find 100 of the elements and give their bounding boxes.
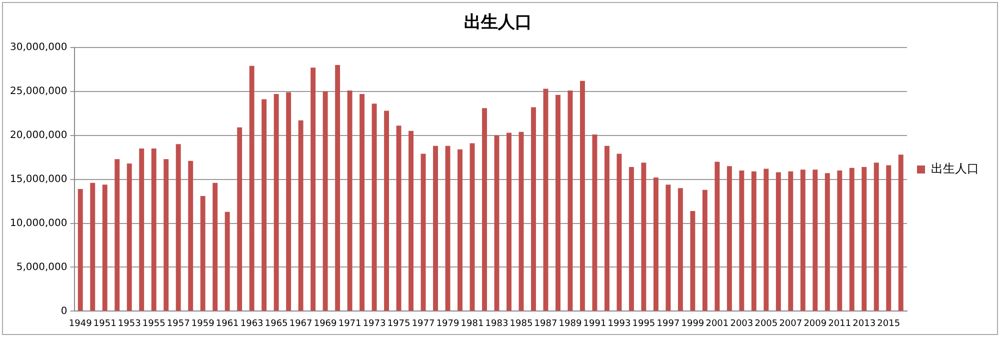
- x-tick-label: 1991: [583, 318, 606, 329]
- bar: [335, 64, 340, 311]
- bar: [568, 90, 573, 311]
- bar: [458, 149, 462, 311]
- x-tick-label: 1965: [264, 318, 288, 329]
- x-tick-label: 1989: [558, 318, 582, 329]
- x-tick-label: 1973: [362, 318, 386, 329]
- bar: [90, 182, 96, 311]
- y-tick-label: 5,000,000: [16, 262, 68, 273]
- bar: [506, 132, 512, 311]
- x-tick-label: 1949: [68, 318, 92, 329]
- x-tick-label: 1953: [118, 318, 141, 329]
- bar: [800, 170, 806, 311]
- bar: [322, 91, 328, 311]
- x-tick-label: 2015: [877, 318, 900, 329]
- bar: [78, 188, 83, 311]
- x-tick-label: 1957: [166, 318, 190, 329]
- x-tick-label: 1979: [436, 318, 460, 329]
- bar: [714, 162, 720, 311]
- bar: [408, 130, 414, 311]
- bar: [898, 154, 904, 311]
- bar: [812, 170, 818, 311]
- bar: [176, 144, 181, 311]
- y-tick-label: 10,000,000: [10, 218, 68, 229]
- bar: [139, 148, 144, 311]
- x-tick-label: 2011: [828, 318, 852, 329]
- bar: [200, 196, 206, 311]
- bar: [874, 162, 879, 311]
- bar: [151, 148, 156, 311]
- x-tick-label: 2013: [852, 318, 876, 329]
- x-tick-label: 2003: [730, 318, 754, 329]
- x-tick-label: 1995: [632, 318, 656, 329]
- bar: [556, 94, 560, 311]
- bar: [592, 134, 598, 311]
- x-tick-label: 1951: [93, 318, 116, 329]
- x-tick-label: 1961: [216, 318, 239, 329]
- bar: [262, 99, 267, 311]
- bar: [420, 154, 426, 311]
- bar: [604, 146, 610, 311]
- x-tick-label: 1981: [460, 318, 484, 329]
- bar: [543, 88, 548, 311]
- bar: [678, 188, 683, 311]
- bar: [102, 184, 108, 311]
- bar: [824, 173, 830, 311]
- bar: [666, 184, 671, 311]
- legend-label: 出生人口: [931, 162, 979, 176]
- bar: [372, 104, 377, 311]
- bar: [188, 160, 194, 311]
- x-tick-label: 2001: [706, 318, 729, 329]
- bar: [726, 166, 732, 311]
- bar: [616, 154, 622, 311]
- bar: [531, 107, 536, 311]
- x-tick-label: 1975: [387, 318, 410, 329]
- x-tick-label: 1967: [289, 318, 312, 329]
- y-tick-label: 25,000,000: [10, 86, 68, 97]
- bar: [788, 171, 794, 311]
- bar: [114, 159, 120, 311]
- bar: [764, 168, 769, 311]
- bar: [653, 178, 658, 311]
- bar: [628, 166, 634, 311]
- y-tick-label: 30,000,000: [10, 42, 68, 53]
- bar: [886, 165, 892, 311]
- bar: [396, 126, 402, 311]
- bar: [224, 212, 230, 311]
- bar: [690, 210, 696, 311]
- bar: [849, 168, 854, 311]
- x-tick-label: 1959: [191, 318, 215, 329]
- x-tick-label: 1955: [142, 318, 166, 329]
- bar: [310, 68, 316, 311]
- bar: [445, 146, 450, 311]
- x-tick-label: 1997: [656, 318, 680, 329]
- bar: [862, 166, 867, 311]
- x-tick-label: 2009: [804, 318, 827, 329]
- x-tick-label: 1983: [485, 318, 508, 329]
- bar: [360, 94, 365, 311]
- x-tick-label: 1987: [534, 318, 558, 329]
- y-tick-label: 0: [60, 306, 68, 317]
- bar: [776, 172, 781, 311]
- x-tick-label: 1999: [681, 318, 704, 329]
- bar: [494, 135, 500, 311]
- x-tick-label: 1993: [608, 318, 631, 329]
- bar: [482, 108, 487, 311]
- bar: [249, 66, 254, 311]
- x-tick-label: 1977: [412, 318, 435, 329]
- bar: [702, 190, 708, 311]
- bar: [298, 120, 304, 311]
- bar: [641, 162, 646, 311]
- x-tick-label: 2007: [779, 318, 802, 329]
- y-tick-label: 20,000,000: [10, 130, 68, 141]
- bar: [739, 170, 744, 311]
- x-tick-label: 1971: [338, 318, 362, 329]
- bar: [580, 80, 585, 311]
- bar: [518, 132, 524, 311]
- bar: [837, 170, 842, 311]
- bar: [164, 159, 169, 311]
- bar: [751, 171, 756, 311]
- x-tick-label: 1985: [510, 318, 533, 329]
- x-tick-label: 2005: [754, 318, 778, 329]
- bar: [384, 110, 390, 311]
- bar: [347, 90, 352, 311]
